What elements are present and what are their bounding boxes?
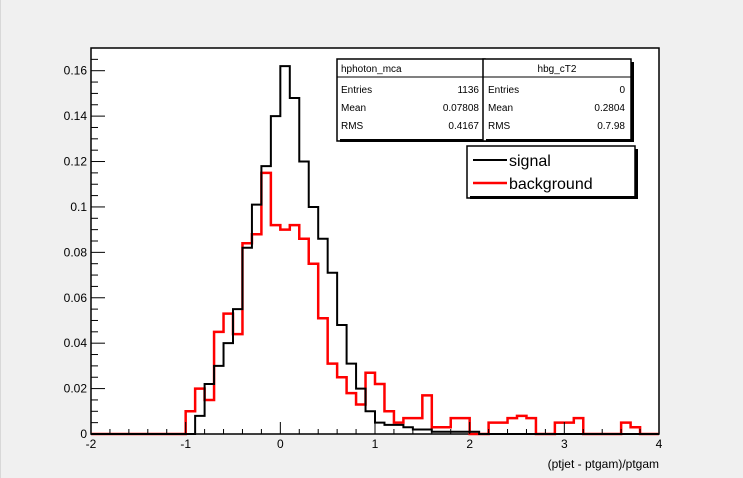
stat-label-rms-bg: RMS xyxy=(488,121,511,132)
stat-box-background-shadow-right xyxy=(631,62,634,142)
x-axis-title: (ptjet - ptgam)/ptgam xyxy=(548,457,659,471)
axis-layer: -2 -1 0 1 2 3 4 0 0.02 0.04 0.06 0.08 0.1 0.12 0.14 0.1… xyxy=(64,58,663,451)
x-tick-label: 3 xyxy=(561,437,568,451)
y-tick-label: 0.12 xyxy=(64,155,88,169)
stat-value-mean: 0.07808 xyxy=(443,103,480,114)
legend-label-background: background xyxy=(509,176,593,193)
legend-shadow-right xyxy=(635,149,638,199)
y-tick-label: 0.04 xyxy=(64,336,88,350)
stat-label-entries: Entries xyxy=(341,85,372,96)
stat-label-entries-bg: Entries xyxy=(488,85,519,96)
legend-label-signal: signal xyxy=(509,153,551,170)
stat-value-rms: 0.4167 xyxy=(448,121,479,132)
stat-box-background-title: hbg_cT2 xyxy=(538,64,577,75)
y-tick-label: 0.1 xyxy=(70,200,87,214)
stat-box-signal: hphoton_mca Entries 1136 Mean 0.07808 RM… xyxy=(336,58,488,142)
x-tick-label: 2 xyxy=(466,437,473,451)
legend-frame xyxy=(466,145,636,199)
x-tick-label: -2 xyxy=(86,437,97,451)
legend: signal background xyxy=(466,145,638,199)
stat-value-mean-bg: 0.2804 xyxy=(594,103,625,114)
y-tick-label: 0.14 xyxy=(64,109,88,123)
legend-shadow-bottom xyxy=(470,196,638,199)
x-tick-label: 1 xyxy=(372,437,379,451)
y-tick-label: 0.16 xyxy=(64,64,88,78)
series-signal xyxy=(91,65,659,435)
stat-value-entries: 1136 xyxy=(457,85,479,96)
stat-box-background-frame xyxy=(482,58,632,142)
stat-label-rms: RMS xyxy=(341,121,364,132)
stat-box-signal-title: hphoton_mca xyxy=(341,64,402,75)
stat-box-background-shadow-bottom xyxy=(486,139,634,142)
series-layer xyxy=(91,65,659,436)
stat-value-rms-bg: 0.7.98 xyxy=(597,121,625,132)
stat-box-background: hbg_cT2 Entries 0 Mean 0.2804 RMS 0.7.98 xyxy=(482,58,634,142)
y-tick-label: 0 xyxy=(80,427,87,441)
y-tick-label: 0.02 xyxy=(64,382,88,396)
y-tick-label: 0.06 xyxy=(64,291,88,305)
x-tick-label: -1 xyxy=(180,437,191,451)
x-tick-label: 4 xyxy=(656,437,663,451)
y-tick-label: 0.08 xyxy=(64,245,88,259)
x-tick-label: 0 xyxy=(277,437,284,451)
stat-box-signal-shadow-bottom xyxy=(340,139,488,142)
stat-label-mean-bg: Mean xyxy=(488,103,513,114)
stat-value-entries-bg: 0 xyxy=(619,85,625,96)
stat-label-mean: Mean xyxy=(341,103,366,114)
stat-box-signal-frame xyxy=(336,58,486,142)
